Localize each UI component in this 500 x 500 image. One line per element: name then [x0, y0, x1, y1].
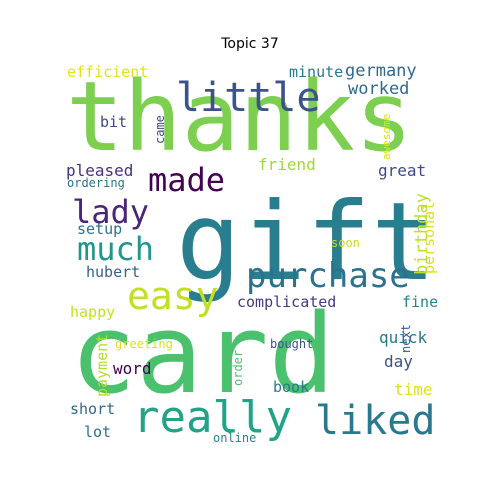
word-15: efficient [67, 63, 148, 81]
word-21: hubert [86, 263, 140, 281]
word-13: minute [289, 63, 343, 81]
word-32: lot [84, 423, 111, 441]
word-20: setup [77, 220, 122, 238]
word-8: made [148, 161, 225, 199]
word-40: came [153, 115, 167, 144]
word-2: card [70, 290, 335, 418]
word-11: complicated [237, 293, 336, 311]
word-19: great [378, 161, 426, 180]
word-7: easy [127, 274, 219, 318]
word-41: awesome [380, 114, 393, 160]
word-25: fine [402, 293, 438, 311]
word-42: ordering [67, 176, 125, 190]
word-17: friend [258, 155, 316, 174]
word-16: bit [100, 113, 127, 131]
word-6: much [77, 230, 154, 268]
word-38: next [399, 324, 413, 353]
word-34: greeting [115, 337, 173, 351]
word-10: liked [315, 398, 435, 444]
word-5: little [176, 75, 321, 121]
word-27: day [384, 352, 413, 371]
word-37: online [213, 431, 256, 445]
word-39: soon [331, 236, 360, 250]
word-26: quick [379, 328, 428, 347]
word-0: thanks [66, 61, 413, 173]
word-33: payment [93, 334, 111, 397]
word-22: personal [420, 202, 438, 274]
word-12: germany [345, 61, 417, 81]
word-31: short [70, 400, 115, 418]
word-3: really [133, 392, 292, 443]
word-14: worked [348, 79, 409, 99]
figure-title: Topic 37 [221, 36, 279, 52]
word-24: happy [70, 303, 115, 321]
word-35: order [231, 350, 245, 386]
word-4: purchase [246, 256, 410, 296]
word-28: time [394, 380, 433, 399]
word-23: birthday [412, 193, 432, 275]
word-30: book [273, 378, 309, 396]
word-29: word [113, 359, 152, 378]
word-18: pleased [66, 161, 133, 180]
word-9: lady [72, 193, 149, 231]
word-36: bought [270, 337, 313, 351]
word-1: gift [176, 180, 436, 305]
